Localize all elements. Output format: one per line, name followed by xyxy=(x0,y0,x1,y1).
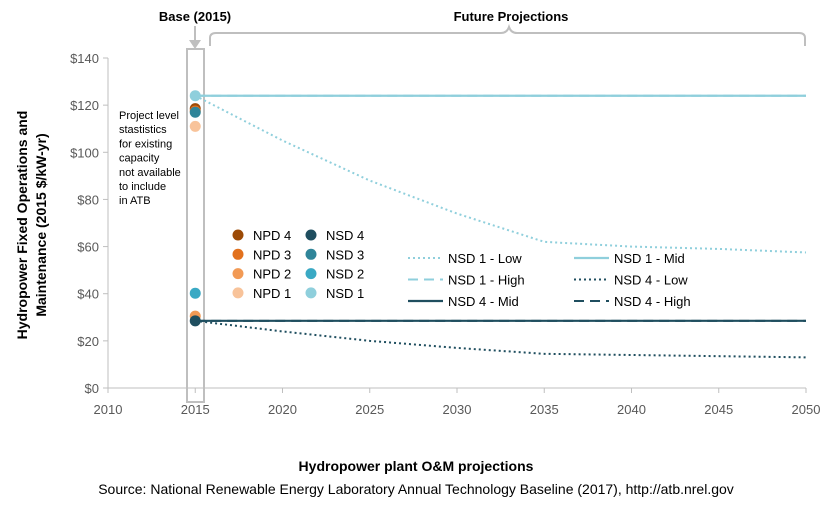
legend-marker-npd-3 xyxy=(232,248,244,260)
y-tick-label: $100 xyxy=(70,145,99,160)
axes xyxy=(103,57,807,393)
x-tick-label: 2050 xyxy=(792,402,821,417)
base-arrow-head xyxy=(189,40,201,49)
legend-marker-npd-2 xyxy=(232,268,244,280)
legend-marker-nsd-4 xyxy=(305,229,317,241)
y-tick-label: $20 xyxy=(77,334,99,349)
point-nsd-1 xyxy=(189,90,201,102)
legend-marker-nsd-1 xyxy=(305,287,317,299)
note-line: capacity xyxy=(119,153,160,165)
base-year-box xyxy=(186,48,205,403)
future-label: Future Projections xyxy=(454,9,569,24)
legend-label-nsd-1: NSD 1 xyxy=(326,286,364,301)
note-line: in ATB xyxy=(119,195,151,207)
legend-lines: NSD 1 - Low NSD 1 - Mid NSD 1 - High NSD 4 … xyxy=(408,251,691,309)
x-tick-label: 2010 xyxy=(94,402,123,417)
legend-label-npd-1: NPD 1 xyxy=(253,286,291,301)
y-tick-label: $60 xyxy=(77,240,99,255)
point-nsd-3 xyxy=(189,106,201,118)
availability-note: Project level stastistics for existing capa… xyxy=(119,110,181,207)
legend-label-nsd-4-mid: NSD 4 - Mid xyxy=(448,294,519,309)
future-brace xyxy=(209,23,806,46)
y-tick-label: $80 xyxy=(77,192,99,207)
series-line-nsd-4-low xyxy=(195,319,807,359)
legend-label-nsd-1-high: NSD 1 - High xyxy=(448,273,525,288)
legend-label-nsd-4: NSD 4 xyxy=(326,228,364,243)
data-points xyxy=(189,90,201,327)
legend-label-nsd-3: NSD 3 xyxy=(326,247,364,262)
base-label: Base (2015) xyxy=(159,9,231,24)
series-lines xyxy=(194,94,807,359)
legend-label-npd-3: NPD 3 xyxy=(253,247,291,262)
y-tick-label: $40 xyxy=(77,287,99,302)
note-line: to include xyxy=(119,181,166,193)
legend-label-nsd-4-low: NSD 4 - Low xyxy=(614,273,688,288)
x-tick-label: 2020 xyxy=(268,402,297,417)
x-tick-label: 2035 xyxy=(530,402,559,417)
x-tick-label: 2015 xyxy=(181,402,210,417)
y-tick-label: $120 xyxy=(70,98,99,113)
legend-label-npd-4: NPD 4 xyxy=(253,228,291,243)
note-line: stastistics xyxy=(119,124,167,136)
y-axis-label-line-1: Hydropower Fixed Operations and xyxy=(14,111,30,340)
x-tick-label: 2030 xyxy=(443,402,472,417)
legend-label-npd-2: NPD 2 xyxy=(253,267,291,282)
legend-marker-npd-4 xyxy=(232,229,244,241)
legend-label-nsd-2: NSD 2 xyxy=(326,267,364,282)
note-line: Project level xyxy=(119,110,179,122)
x-tick-label: 2045 xyxy=(704,402,733,417)
point-npd-1 xyxy=(189,120,201,132)
point-nsd-4 xyxy=(189,315,201,327)
legend-label-nsd-4-high: NSD 4 - High xyxy=(614,294,691,309)
legend-marker-nsd-3 xyxy=(305,248,317,260)
note-line: not available xyxy=(119,167,181,179)
legend-label-nsd-1-low: NSD 1 - Low xyxy=(448,251,522,266)
x-tick-label: 2025 xyxy=(355,402,384,417)
y-axis-label-line-2: Maintenance (2015 $/kW-yr) xyxy=(33,133,49,316)
y-tick-label: $140 xyxy=(70,51,99,66)
source-text: Source: National Renewable Energy Labora… xyxy=(98,481,734,497)
legend-label-nsd-1-mid: NSD 1 - Mid xyxy=(614,251,685,266)
legend-points: NPD 4 NSD 4 NPD 3 NSD 3 NPD 2 NSD 2 NPD 1 NSD 1 xyxy=(232,228,364,301)
x-tick-labels: 2010 2015 2020 2025 2030 2035 2040 2045 2050 xyxy=(94,402,821,417)
point-nsd-2 xyxy=(189,287,201,299)
note-line: for existing xyxy=(119,138,172,150)
y-axis-label: Hydropower Fixed Operations and Maintena… xyxy=(14,111,49,340)
x-tick-label: 2040 xyxy=(617,402,646,417)
x-axis-label: Hydropower plant O&M projections xyxy=(299,458,534,474)
legend-marker-npd-1 xyxy=(232,287,244,299)
legend-marker-nsd-2 xyxy=(305,268,317,280)
y-tick-labels: $0 $20 $40 $60 $80 $100 $120 $140 xyxy=(70,51,99,396)
y-tick-label: $0 xyxy=(85,381,99,396)
